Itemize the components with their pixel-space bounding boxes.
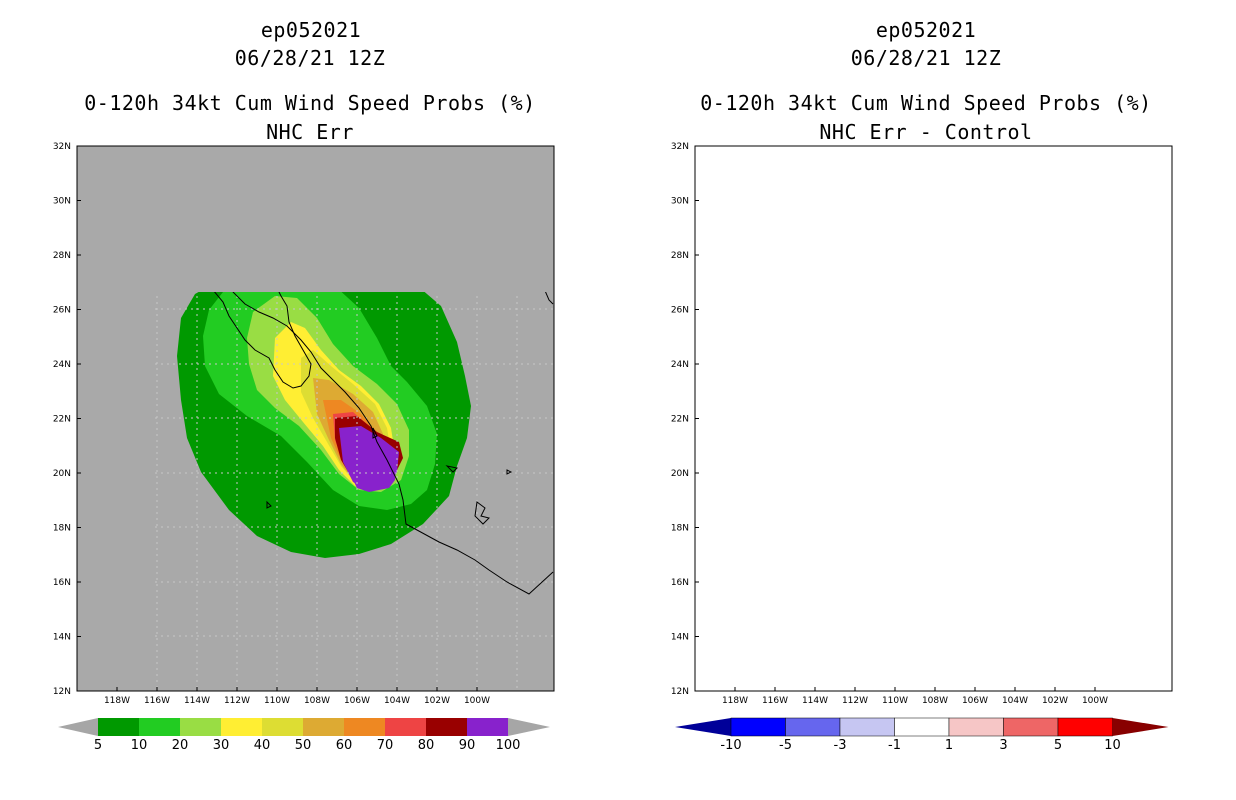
left-lon-label: 106W (344, 696, 370, 706)
left-colorbar-label: 30 (213, 738, 230, 753)
left-lat-label: 20N (53, 469, 71, 479)
right-lat-label: 22N (671, 415, 689, 425)
right-lon-label: 102W (1042, 696, 1068, 706)
right-colorbar-label: -3 (834, 738, 847, 753)
right-colorbar-arrow-low (675, 718, 731, 736)
left-map-panel (76, 145, 555, 692)
left-lat-label: 22N (53, 415, 71, 425)
left-lat-label: 12N (53, 687, 71, 697)
left-colorbar-label: 70 (377, 738, 394, 753)
right-lat-label: 18N (671, 524, 689, 534)
left-colorbar-arrow-low (58, 718, 98, 736)
left-colorbar-label: 40 (254, 738, 271, 753)
left-title-line1: ep052021 (260, 18, 362, 42)
left-colorbar-swatch (139, 718, 180, 736)
right-lat-label: 32N (671, 142, 689, 152)
left-lat-label: 14N (53, 633, 71, 643)
right-colorbar-label: 3 (999, 738, 1007, 753)
right-colorbar-label: -1 (888, 738, 901, 753)
left-lon-label: 108W (304, 696, 330, 706)
left-colorbar-label: 60 (336, 738, 353, 753)
right-colorbar-swatch (1003, 717, 1059, 737)
right-lat-label: 30N (671, 197, 689, 207)
left-colorbar-label: 5 (94, 738, 102, 753)
right-lon-label: 114W (802, 696, 828, 706)
right-title-line4: NHC Err - Control (819, 120, 1033, 144)
right-lat-label: 12N (671, 687, 689, 697)
left-lon-label: 100W (464, 696, 490, 706)
right-colorbar-label: 5 (1054, 738, 1062, 753)
right-colorbar-label: -10 (720, 738, 741, 753)
right-lat-label: 20N (671, 469, 689, 479)
right-colorbar-swatch (785, 717, 841, 737)
left-colorbar-swatch (98, 718, 139, 736)
right-lat-label: 24N (671, 360, 689, 370)
left-colorbar-swatch (385, 718, 426, 736)
right-colorbar-swatch (730, 717, 786, 737)
right-colorbar-label: -5 (779, 738, 792, 753)
left-colorbar-swatch (426, 718, 467, 736)
left-colorbar-label: 50 (295, 738, 312, 753)
left-colorbar-swatch (262, 718, 303, 736)
left-colorbar-swatch (344, 718, 385, 736)
right-lon-label: 100W (1082, 696, 1108, 706)
right-colorbar-arrow-high (1112, 718, 1169, 736)
left-lat-label: 32N (53, 142, 71, 152)
right-colorbar-swatch (948, 717, 1004, 737)
left-colorbar-swatch (180, 718, 221, 736)
right-colorbar-swatch (1057, 717, 1113, 737)
left-colorbar-swatch (221, 718, 262, 736)
right-colorbar-label: 1 (945, 738, 953, 753)
right-colorbar: -10 -5 -3 -1 1 3 5 10 (675, 717, 1169, 753)
left-lat-label: 16N (53, 578, 71, 588)
right-lon-label: 110W (882, 696, 908, 706)
right-title-line2: 06/28/21 12Z (850, 46, 1002, 70)
right-lat-label: 14N (671, 633, 689, 643)
left-colorbar-swatch (467, 718, 508, 736)
left-colorbar-label: 20 (172, 738, 189, 753)
left-lon-label: 114W (184, 696, 210, 706)
right-lon-label: 108W (922, 696, 948, 706)
right-lon-label: 112W (842, 696, 868, 706)
right-title-line3: 0-120h 34kt Cum Wind Speed Probs (%) (700, 91, 1152, 115)
left-title-line3: 0-120h 34kt Cum Wind Speed Probs (%) (84, 91, 536, 115)
right-title-line1: ep052021 (875, 18, 977, 42)
right-lat-label: 28N (671, 251, 689, 261)
right-lon-label: 116W (762, 696, 788, 706)
left-lon-label: 102W (424, 696, 450, 706)
right-colorbar-swatch (894, 717, 950, 737)
left-lat-label: 28N (53, 251, 71, 261)
left-lat-label: 24N (53, 360, 71, 370)
right-lon-label: 118W (722, 696, 748, 706)
left-colorbar: 5 10 20 30 40 50 60 70 80 90 100 (58, 718, 550, 753)
right-map-panel (694, 145, 1173, 692)
left-lat-label: 18N (53, 524, 71, 534)
left-lat-label: 26N (53, 306, 71, 316)
left-colorbar-label: 100 (496, 738, 521, 753)
right-colorbar-label: 10 (1104, 738, 1121, 753)
right-lon-label: 106W (962, 696, 988, 706)
right-lat-label: 16N (671, 578, 689, 588)
right-map-background (695, 146, 1172, 691)
axis-labels: 32N 30N 28N 26N 24N 22N 20N 18N 16N 14N 12N 118W 116… (53, 142, 1108, 706)
left-title-line4: NHC Err (266, 120, 354, 144)
left-lon-label: 118W (104, 696, 130, 706)
left-colorbar-label: 10 (131, 738, 148, 753)
right-colorbar-swatch (839, 717, 895, 737)
left-colorbar-label: 90 (459, 738, 476, 753)
left-title-line2: 06/28/21 12Z (234, 46, 386, 70)
left-colorbar-arrow-high (508, 718, 550, 736)
left-colorbar-label: 80 (418, 738, 435, 753)
left-lon-label: 104W (384, 696, 410, 706)
left-colorbar-swatch (303, 718, 344, 736)
left-lon-label: 112W (224, 696, 250, 706)
left-lat-label: 30N (53, 197, 71, 207)
left-lon-label: 110W (264, 696, 290, 706)
right-lat-label: 26N (671, 306, 689, 316)
right-lon-label: 104W (1002, 696, 1028, 706)
left-lon-label: 116W (144, 696, 170, 706)
